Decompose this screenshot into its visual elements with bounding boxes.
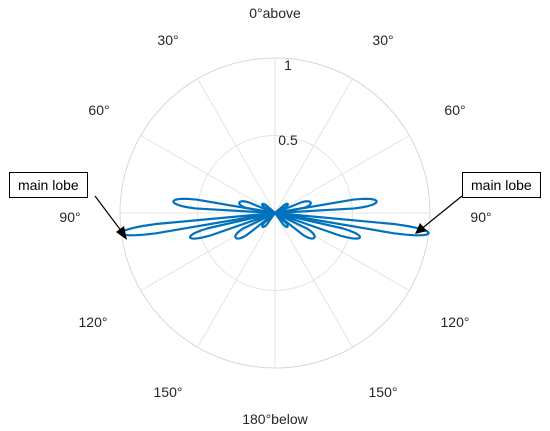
annotation-left: main lobe <box>9 172 88 198</box>
annotation-arrows <box>94 195 463 240</box>
grid-spoke-120 <box>274 212 410 291</box>
annotation-right: main lobe <box>462 172 541 198</box>
lobe-left-5 <box>261 202 277 215</box>
lobe-right-4 <box>273 211 316 240</box>
annotation-left-text: main lobe <box>18 177 79 193</box>
theta-label-left-150: 150° <box>154 384 183 400</box>
lobe-right-0 <box>273 211 430 237</box>
lobe-left-3 <box>238 200 277 215</box>
lobe-left-6 <box>261 211 277 229</box>
grid-spoke-300 <box>140 135 276 214</box>
theta-label-bottom: 180°below <box>242 411 308 427</box>
theta-label-right-150: 150° <box>369 384 398 400</box>
arrow-right-shaft <box>419 195 463 231</box>
annotation-right-text: main lobe <box>471 177 532 193</box>
lobe-left-1 <box>172 197 277 215</box>
theta-label-right-60: 60° <box>444 102 465 118</box>
theta-label-left-30: 30° <box>157 32 178 48</box>
lobe-left-4 <box>234 211 277 240</box>
arrow-left-head <box>116 226 127 240</box>
theta-label-left-120: 120° <box>79 314 108 330</box>
theta-label-top: 0°above <box>249 5 301 21</box>
r-tick-label-0.5: 0.5 <box>278 132 298 148</box>
grid-spoke-210 <box>197 212 276 348</box>
lobe-right-2 <box>273 211 362 240</box>
grid-spoke-240 <box>140 212 276 291</box>
theta-label-left-90: 90° <box>59 209 80 225</box>
r-tick-label-1: 1 <box>284 57 292 73</box>
theta-label-right-30: 30° <box>372 32 393 48</box>
grid-spoke-330 <box>197 78 276 214</box>
angle-tick-labels: 0°above 180°below 30° 60° 90° 120° 150° … <box>59 5 491 427</box>
radiation-pattern-series <box>120 197 430 240</box>
theta-label-right-90: 90° <box>470 209 491 225</box>
lobe-right-5 <box>273 202 289 215</box>
lobe-right-1 <box>273 197 378 215</box>
grid-spoke-150 <box>274 212 353 348</box>
arrow-right-head <box>415 223 427 234</box>
polar-grid <box>119 57 431 369</box>
grid-spoke-30 <box>274 78 353 214</box>
lobe-left-2 <box>188 211 277 240</box>
grid-spoke-60 <box>274 135 410 214</box>
theta-label-right-120: 120° <box>441 314 470 330</box>
theta-label-left-60: 60° <box>88 102 109 118</box>
lobe-right-3 <box>273 200 312 215</box>
lobe-right-6 <box>273 211 289 229</box>
